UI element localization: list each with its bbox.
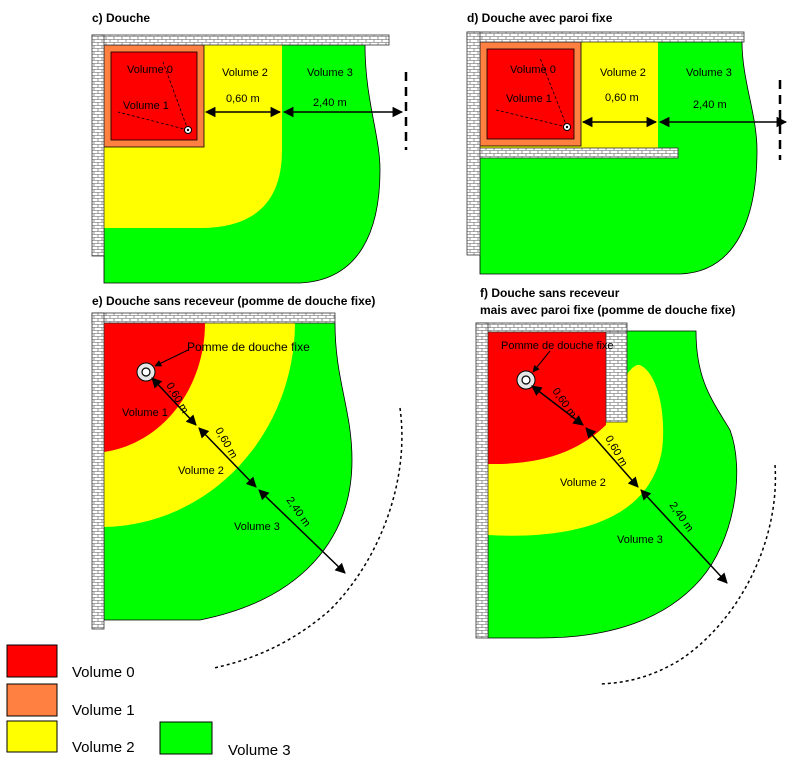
panel-f-dashed-limit <box>599 464 777 685</box>
panel-d-label-volume0: Volume 0 <box>510 64 556 76</box>
legend-swatch-volume2 <box>6 720 58 753</box>
panel-c-volume0-zone <box>110 51 198 141</box>
panel-e-label-volume1: Volume 1 <box>122 407 168 419</box>
panel-e-label-head: Pomme de douche fixe <box>187 340 310 354</box>
panel-d-label-volume1: Volume 1 <box>506 93 552 105</box>
panel-c-dashed-lines <box>117 61 189 131</box>
legend-swatch-volume1 <box>6 683 58 717</box>
panel-d: d) Douche avec paroi fixe Volume 0 Volum… <box>466 11 788 275</box>
panel-e-pointer-arrow <box>154 349 189 367</box>
panel-e-wall-top <box>91 312 336 324</box>
panel-f-wall-left <box>475 322 489 639</box>
panel-e: e) Douche sans receveur (pomme de douche… <box>91 294 403 669</box>
legend-label-volume2: Volume 2 <box>72 739 135 756</box>
panel-f-title-line2: mais avec paroi fixe (pomme de douche fi… <box>480 303 735 317</box>
panel-d-label-volume3: Volume 3 <box>686 67 732 79</box>
panel-c-label-volume2: Volume 2 <box>222 67 268 79</box>
panel-e-title: e) Douche sans receveur (pomme de douche… <box>92 294 375 308</box>
panel-e-label-volume3: Volume 3 <box>234 521 280 533</box>
panel-f-fixed-partition <box>605 331 628 423</box>
panel-c-wall-top <box>91 34 390 46</box>
panel-f-label-volume2: Volume 2 <box>560 477 606 489</box>
panel-f-wall-top <box>475 322 628 333</box>
panel-c-label-dist1: 0,60 m <box>226 93 260 105</box>
panel-d-label-volume2: Volume 2 <box>600 67 646 79</box>
panel-e-wall-left <box>91 312 105 630</box>
panel-f: f) Douche sans receveur mais avec paroi … <box>475 286 777 685</box>
panel-f-arrow-060-a <box>531 385 584 426</box>
panel-c-label-dist2: 2,40 m <box>313 97 347 109</box>
legend-swatch-volume3 <box>159 721 213 755</box>
legend-label-volume3: Volume 3 <box>228 742 291 759</box>
panel-d-label-dist2: 2,40 m <box>693 99 727 111</box>
legend: Volume 0 Volume 1 Volume 2 Volume 3 <box>6 644 291 759</box>
panel-f-arrow-060-b <box>585 427 639 488</box>
panel-e-arrow-240 <box>258 489 346 574</box>
panel-e-arrow-060-b <box>198 427 257 488</box>
panel-c: c) Douche Volume 0 Volume 1 Volume 2 Vol… <box>91 11 408 284</box>
panel-e-label-volume2: Volume 2 <box>178 465 224 477</box>
panel-d-title: d) Douche avec paroi fixe <box>467 11 613 25</box>
panel-d-dashed-lines <box>495 57 568 128</box>
panel-f-label-head: Pomme de douche fixe <box>501 340 614 352</box>
panel-c-wall-left <box>91 34 105 257</box>
panel-f-arrow-240 <box>640 489 728 584</box>
panel-d-volume0-zone <box>486 48 575 140</box>
panel-f-pointer-arrow <box>532 350 551 373</box>
panel-d-label-dist1: 0,60 m <box>605 92 639 104</box>
legend-label-volume1: Volume 1 <box>72 702 135 719</box>
panel-c-label-volume0: Volume 0 <box>127 64 173 76</box>
panel-c-label-volume1: Volume 1 <box>123 100 169 112</box>
panel-f-label-volume3: Volume 3 <box>617 534 663 546</box>
panel-d-wall-left <box>466 31 481 256</box>
panel-d-fixed-partition <box>479 147 679 159</box>
panel-e-arrow-060-a <box>151 377 197 426</box>
panel-d-wall-top <box>466 31 745 43</box>
panel-c-title: c) Douche <box>92 11 150 25</box>
legend-label-volume0: Volume 0 <box>72 664 135 681</box>
legend-swatch-volume0 <box>6 644 58 678</box>
panel-c-label-volume3: Volume 3 <box>307 67 353 79</box>
panel-f-title-line1: f) Douche sans receveur <box>480 286 620 300</box>
